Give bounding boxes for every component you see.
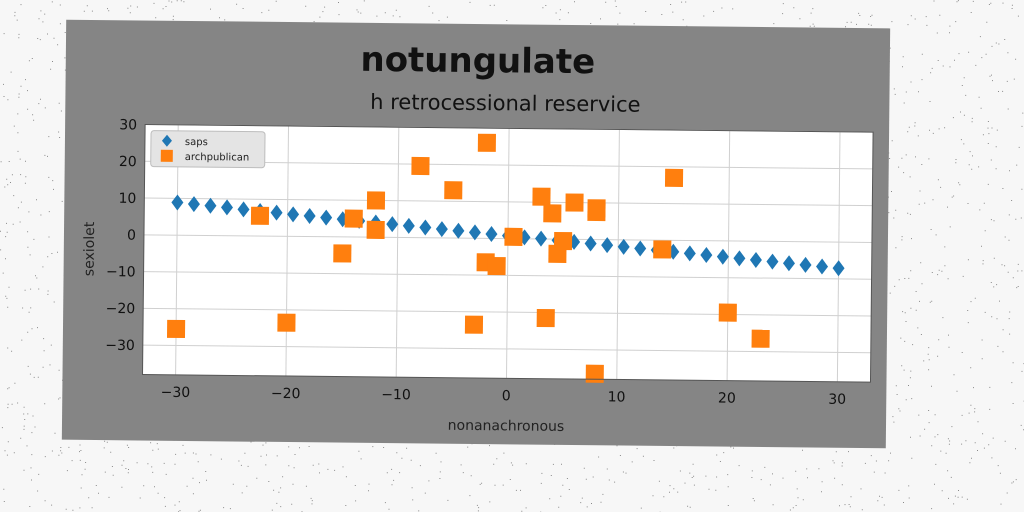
archpublican-point — [344, 209, 363, 228]
y-tick-label: 0 — [127, 228, 136, 244]
x-tick-label: −10 — [381, 387, 411, 403]
saps-point — [816, 258, 829, 275]
archpublican-point — [532, 187, 551, 206]
saps-point — [171, 194, 184, 211]
archpublican-point — [411, 156, 430, 176]
y-tick-label: −20 — [106, 301, 136, 317]
archpublican-point — [277, 313, 296, 332]
saps-point — [733, 250, 746, 267]
archpublican-point — [718, 303, 737, 322]
archpublican-point — [585, 364, 604, 383]
archpublican-point — [543, 204, 562, 223]
grid — [142, 124, 874, 382]
y-tick-label: 20 — [119, 154, 137, 170]
archpublican-point — [366, 191, 386, 210]
saps-point — [716, 248, 729, 265]
y-tick-label: −10 — [106, 264, 136, 280]
x-axis-label: nonanachronous — [448, 418, 565, 435]
data-marks — [166, 133, 845, 383]
saps-point — [419, 219, 432, 236]
x-grid-line — [836, 131, 841, 382]
archpublican-point — [464, 315, 484, 334]
x-tick-label: 30 — [828, 392, 846, 408]
saps-point — [700, 247, 713, 264]
y-grid-line — [143, 271, 872, 280]
legend-label: archpublican — [185, 152, 250, 164]
archpublican-point — [504, 227, 523, 246]
x-tick-label: −30 — [161, 385, 191, 401]
chart-panel: notungulate h retrocessional reservice −… — [61, 19, 891, 449]
x-grid-line — [395, 127, 400, 378]
y-tick-label: 30 — [119, 117, 137, 133]
saps-point — [832, 260, 845, 277]
plot-frame — [142, 124, 874, 383]
saps-point — [452, 222, 465, 239]
legend-marker — [161, 134, 172, 147]
y-grid-line — [142, 344, 871, 354]
x-tick-label: 0 — [502, 388, 511, 404]
saps-point — [683, 245, 696, 262]
archpublican-point — [653, 240, 672, 259]
saps-point — [402, 217, 415, 234]
saps-point — [799, 256, 812, 273]
archpublican-point — [565, 193, 584, 212]
x-tick-label: 10 — [608, 389, 626, 405]
saps-point — [204, 197, 217, 214]
series-archpublican — [166, 133, 770, 383]
saps-point — [749, 251, 762, 268]
chart-title: notungulate — [360, 40, 595, 82]
y-axis-label: sexiolet — [82, 221, 99, 276]
archpublican-point — [333, 244, 352, 263]
legend-label: saps — [185, 137, 208, 148]
legend-marker — [160, 149, 173, 162]
x-tick-label: −20 — [271, 386, 301, 402]
chart-subtitle: h retrocessional reservice — [370, 90, 641, 117]
saps-point — [584, 235, 597, 252]
saps-point — [782, 255, 795, 272]
x-grid-line — [616, 129, 620, 380]
archpublican-point — [166, 319, 186, 339]
saps-point — [634, 240, 647, 257]
saps-point — [320, 209, 333, 226]
saps-point — [187, 196, 200, 213]
saps-point — [766, 253, 779, 270]
saps-point — [270, 204, 283, 221]
y-grid-line — [144, 160, 873, 170]
y-grid-line — [144, 197, 873, 207]
saps-point — [220, 199, 233, 216]
y-tick-label: 10 — [118, 191, 136, 207]
x-grid-line — [285, 126, 290, 377]
archpublican-point — [366, 220, 385, 239]
saps-point — [535, 230, 548, 247]
archpublican-point — [487, 256, 506, 276]
x-grid-line — [726, 130, 731, 381]
saps-point — [386, 216, 399, 233]
saps-point — [468, 224, 481, 241]
archpublican-point — [444, 181, 463, 200]
saps-point — [287, 206, 300, 223]
archpublican-point — [587, 202, 606, 222]
saps-point — [601, 237, 614, 254]
legend-box — [150, 130, 266, 169]
archpublican-point — [536, 308, 555, 328]
archpublican-point — [664, 168, 684, 187]
axis-ticks: −30 −20 −10 0 10 20 30 −30 −20 −10 0 10 20 30 — [105, 117, 846, 408]
archpublican-point — [553, 231, 573, 251]
y-tick-label: −30 — [105, 338, 135, 354]
archpublican-point — [250, 206, 270, 225]
x-grid-line — [505, 128, 510, 379]
saps-point — [617, 238, 630, 255]
scatter-chart: notungulate h retrocessional reservice −… — [82, 40, 874, 435]
legend: saps archpublican — [150, 130, 266, 169]
archpublican-point — [751, 329, 770, 348]
saps-point — [303, 207, 316, 224]
y-grid-line — [143, 307, 872, 317]
saps-point — [485, 226, 498, 243]
x-tick-label: 20 — [718, 391, 736, 407]
archpublican-point — [477, 133, 496, 152]
saps-point — [435, 221, 448, 238]
saps-point — [237, 201, 250, 218]
